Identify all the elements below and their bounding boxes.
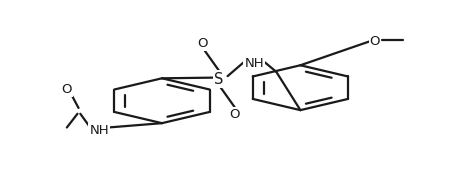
Text: O: O: [370, 35, 380, 48]
Text: O: O: [197, 37, 208, 50]
Text: NH: NH: [245, 57, 264, 70]
Text: NH: NH: [89, 124, 109, 137]
Text: S: S: [214, 72, 224, 86]
Text: O: O: [61, 83, 72, 96]
Text: O: O: [229, 108, 240, 121]
